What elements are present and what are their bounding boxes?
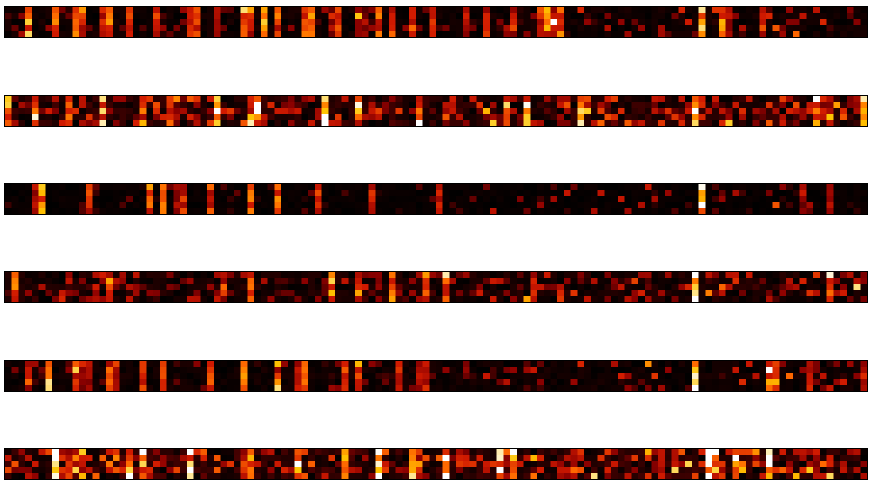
- heatmap-strip-3: [4, 183, 868, 215]
- heatmap-strip-1: [4, 6, 868, 38]
- heatmap-cells-4: [5, 272, 867, 302]
- heatmap-strip-2: [4, 95, 868, 127]
- heatmap-cells-6: [5, 449, 867, 479]
- heatmap-strip-6: [4, 448, 868, 480]
- heatmap-cells-2: [5, 96, 867, 126]
- heatmap-strip-4: [4, 271, 868, 303]
- heatmap-cells-1: [5, 7, 867, 37]
- heatmap-cells-5: [5, 361, 867, 391]
- heatmap-cells-3: [5, 184, 867, 214]
- heatmap-strip-5: [4, 360, 868, 392]
